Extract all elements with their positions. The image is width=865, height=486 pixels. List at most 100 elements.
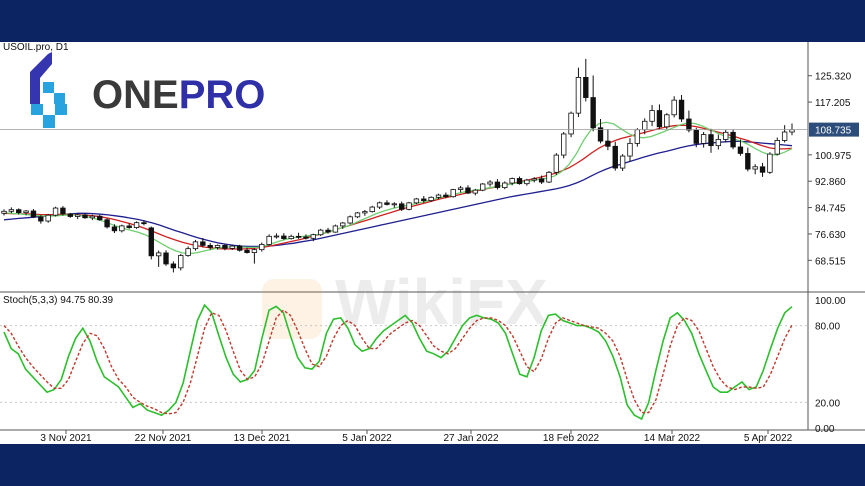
candle [568,111,574,138]
candle [97,214,103,221]
candle [89,214,96,221]
candle-body-up [715,139,722,147]
candle [60,206,66,216]
watermark-logo-icon [262,279,322,339]
candle-body-up [266,235,272,245]
candle-body-up [774,140,780,155]
candle-body-down [236,245,243,251]
candle [369,205,375,213]
candle-body-up [553,154,560,173]
candle-body-down [325,229,331,233]
candle-body-down [207,245,213,248]
candle-body-up [354,212,361,218]
candle-body-up [369,206,375,213]
candle [443,192,449,199]
candle-body-up [310,234,316,239]
candle-body-down [583,77,589,98]
stoch-tick-label: 100.00 [815,296,846,307]
candle-body-up [251,249,258,253]
candle [708,128,714,153]
candle [531,177,537,183]
candle-body-up [185,248,191,256]
current-price-box [809,122,859,137]
candle-body-up [700,134,707,144]
candle [538,175,545,184]
price-tick-label: 68.515 [815,256,846,267]
candle-body-up [480,183,486,191]
candle-body-down [97,215,103,221]
candle-body-up [391,203,398,206]
candle [236,244,243,252]
candle [178,253,184,271]
candle [376,201,383,210]
candle-body-down [538,178,545,183]
time-tick-label: 14 Mar 2022 [644,433,701,444]
candle [664,113,670,130]
candle [384,200,390,206]
candle [16,208,22,215]
stoch-tick-label: 80.00 [815,322,840,333]
candle-body-down [759,166,766,173]
candle [185,246,191,257]
candle [82,213,88,219]
price-tick-label: 100.975 [815,151,852,162]
candle [671,96,677,118]
candle-body-up [502,182,508,188]
candle [30,209,37,219]
candle [74,213,81,220]
candle [745,147,751,172]
candle [723,129,729,143]
candle [170,261,177,273]
moving-average-line-1 [3,140,793,248]
candle-body-up [619,155,626,169]
candle [421,196,427,203]
candle [516,176,523,185]
candle [612,141,618,171]
candle-body-down [244,249,250,253]
candle-body-up [89,215,96,219]
candle [597,119,604,144]
candle [288,234,294,240]
candle [686,110,692,133]
candle-body-up [509,178,515,184]
candle [273,233,280,239]
candle [494,179,501,190]
candle [398,201,405,211]
candle [52,206,59,217]
candle [295,232,302,239]
candle [259,242,265,252]
candlestick-series [1,58,795,273]
current-price-label: 108.735 [815,126,852,137]
candle-body-up [45,214,51,222]
price-tick-label: 76.630 [815,230,846,241]
candle [693,127,699,148]
candle [781,125,788,143]
logo-mark-square-4 [55,104,67,115]
candle-body-down [745,153,751,170]
candle-body-up [575,77,582,114]
candle-body-up [74,214,81,217]
candle-body-down [398,203,405,210]
candle [428,196,434,202]
candle [575,67,582,118]
candle [340,222,346,229]
candle [200,237,206,248]
candle [619,154,626,171]
candle-body-down [82,214,88,219]
candle [406,201,412,211]
candle-body-up [428,196,434,201]
candle [207,243,213,250]
candle [266,234,272,246]
candle-body-up [192,241,199,250]
candle-body-up [487,181,493,185]
candle-body-down [384,202,390,205]
candle-body-down [111,226,118,232]
candle [656,104,663,130]
candle-body-down [494,181,501,188]
candle [759,162,766,177]
candle-body-up [723,131,729,140]
time-tick-label: 13 Dec 2021 [234,433,291,444]
price-tick-label: 117.205 [815,98,851,109]
candle [141,220,147,226]
candle [546,171,552,184]
